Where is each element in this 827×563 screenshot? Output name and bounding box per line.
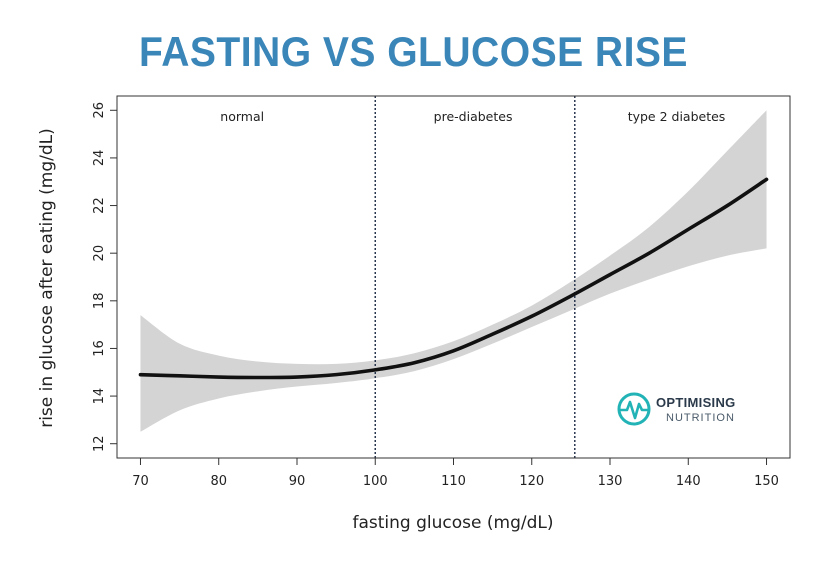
optimising-nutrition-logo: OPTIMISING NUTRITION (617, 392, 736, 426)
x-ticks: 70 80 90 100 110 120 130 140 150 (132, 457, 779, 489)
page-title: FASTING VS GLUCOSE RISE (139, 28, 688, 75)
y-axis-label: rise in glucose after eating (mg/dL) (37, 128, 57, 428)
fit-line-layer (138, 177, 769, 380)
y-tick-label: 12 (92, 435, 107, 452)
y-tick-label: 24 (92, 150, 107, 167)
x-tick-label: 130 (598, 474, 623, 489)
x-tick-label: 90 (289, 474, 306, 489)
y-tick-label: 20 (92, 245, 107, 262)
y-tick-label: 22 (92, 197, 107, 214)
x-tick-label: 150 (754, 474, 779, 489)
y-tick-label: 26 (92, 102, 107, 119)
fit-line (138, 177, 769, 380)
heartbeat-icon (617, 392, 651, 426)
region-label: normal (220, 109, 264, 124)
y-tick-label: 14 (92, 388, 107, 405)
y-tick-label: 18 (92, 293, 107, 310)
y-tick-label: 16 (92, 340, 107, 357)
y-ticks: 12 14 16 18 20 22 24 26 (92, 102, 117, 452)
logo-text-top: OPTIMISING (656, 395, 736, 410)
x-tick-label: 100 (363, 474, 388, 489)
x-tick-label: 110 (441, 474, 466, 489)
confidence-band-layer (140, 110, 767, 432)
x-tick-label: 120 (519, 474, 544, 489)
region-label: type 2 diabetes (628, 109, 726, 124)
region-labels: normal pre-diabetes type 2 diabetes (220, 109, 725, 124)
x-axis-label: fasting glucose (mg/dL) (353, 513, 554, 533)
threshold-layer (374, 96, 576, 458)
x-tick-label: 140 (676, 474, 701, 489)
x-tick-label: 70 (132, 474, 149, 489)
confidence-band (140, 110, 767, 432)
logo-text-bottom: NUTRITION (666, 412, 735, 424)
region-label: pre-diabetes (434, 109, 513, 124)
x-tick-label: 80 (210, 474, 227, 489)
